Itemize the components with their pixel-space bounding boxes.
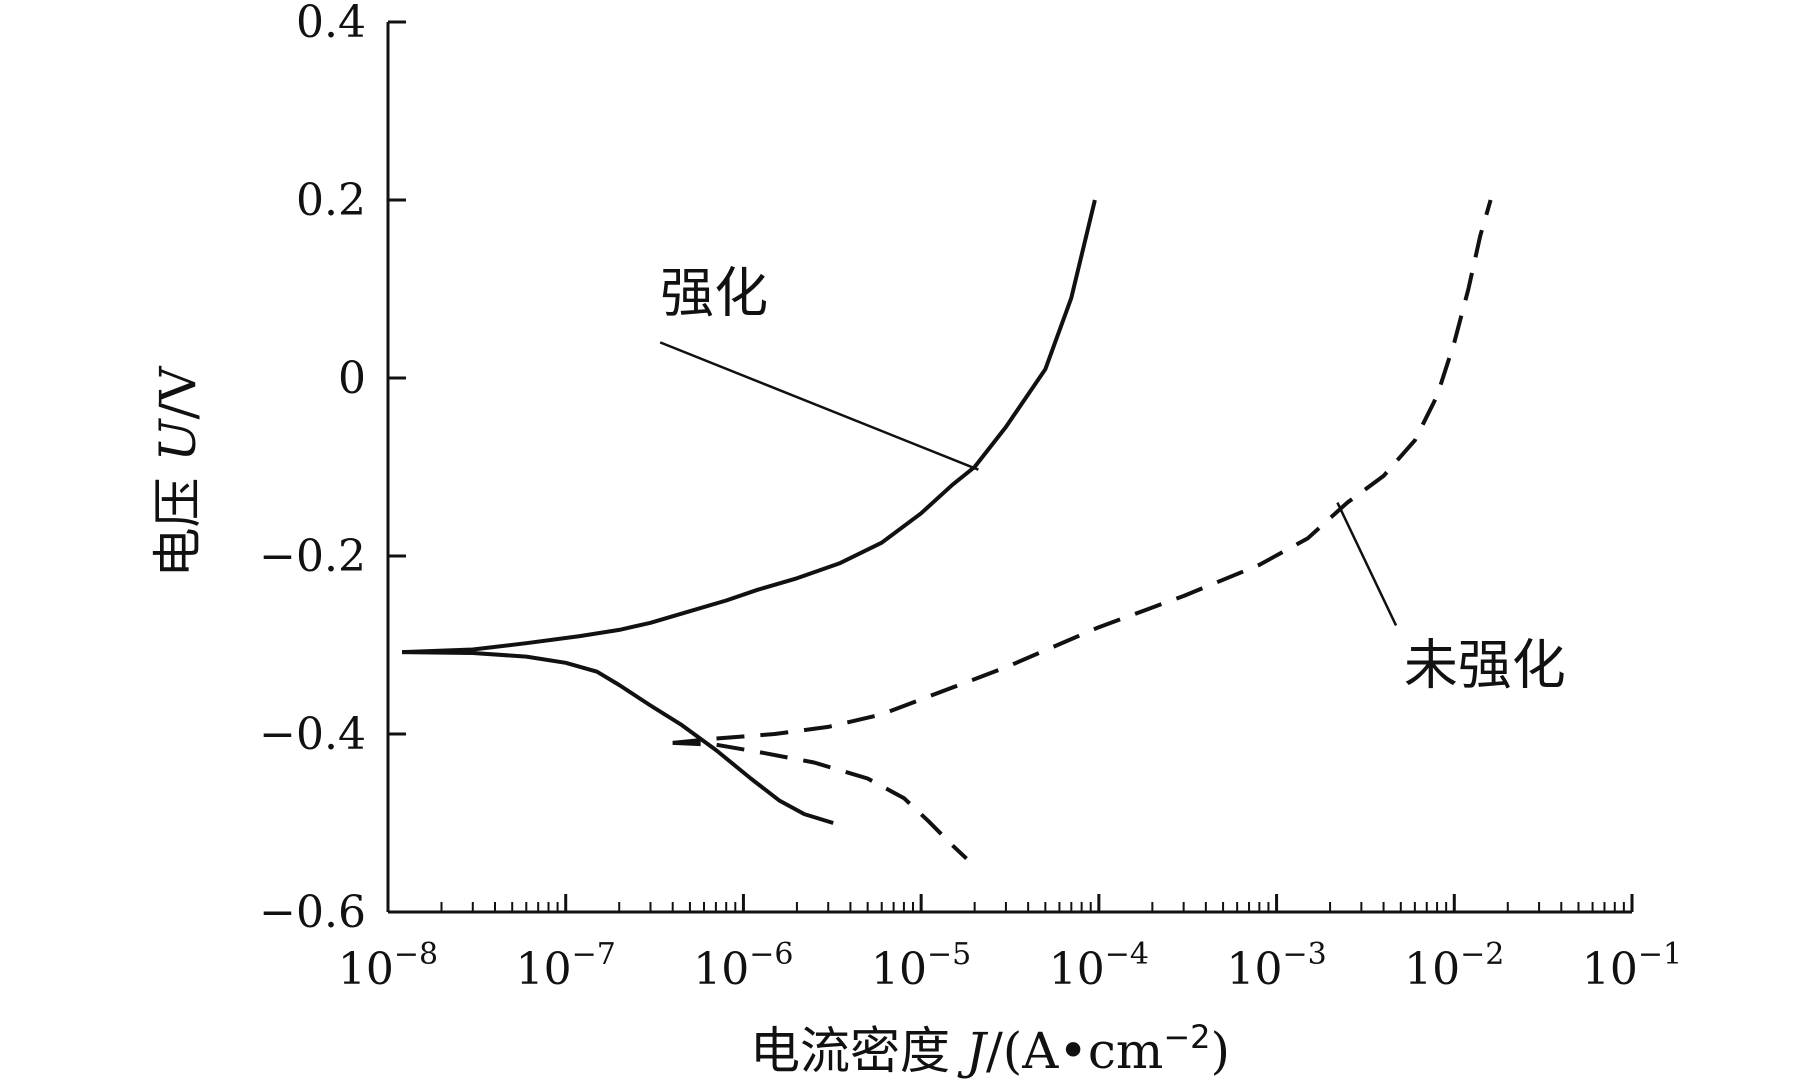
annotation-leader-1: [1336, 502, 1398, 626]
series-0-cathodic-curve: [402, 650, 834, 825]
x-tick-label-5: 10−3: [1226, 937, 1326, 995]
x-tick-label-3: 10−5: [871, 937, 971, 995]
annotation-leader-0: [659, 341, 979, 471]
series-1-anodic-curve: [672, 199, 1493, 745]
y-axis-title: 电压 U/V: [149, 366, 207, 578]
x-tick-label-6: 10−2: [1404, 937, 1504, 995]
y-tick-label-4: −0.4: [259, 709, 366, 760]
series-1-cathodic-curve: [672, 740, 968, 861]
x-tick-label-1: 10−7: [516, 937, 616, 995]
x-tick-label-0: 10−8: [338, 937, 438, 995]
x-tick-label-2: 10−6: [693, 937, 793, 995]
y-tick-label-5: −0.6: [259, 887, 366, 938]
x-tick-label-4: 10−4: [1049, 937, 1149, 995]
y-tick-label-1: 0.2: [296, 175, 366, 226]
annotation-label-0: 强化: [660, 261, 768, 324]
y-tick-label-0: 0.4: [296, 0, 366, 48]
y-tick-label-3: −0.2: [259, 531, 366, 582]
x-tick-label-7: 10−1: [1582, 937, 1682, 995]
series-0-anodic-curve: [402, 199, 1097, 655]
y-tick-label-2: 0: [338, 353, 366, 404]
annotation-label-1: 未强化: [1404, 633, 1566, 696]
x-axis-title: 电流密度 J/(A•cm−2): [750, 1018, 1230, 1080]
